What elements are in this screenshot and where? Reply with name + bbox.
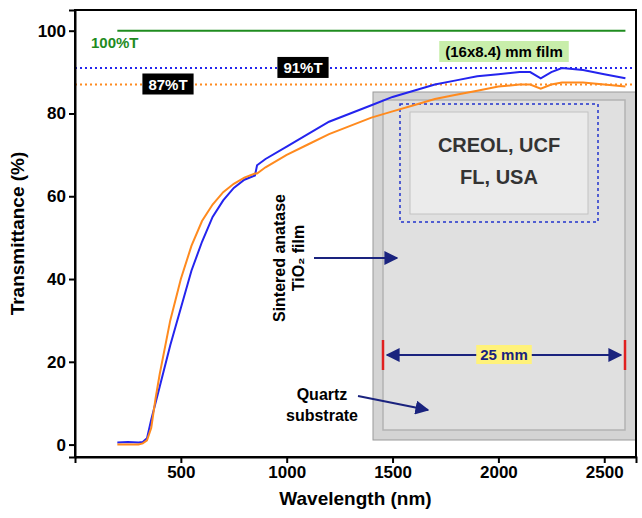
tick: 2500 [586,457,624,482]
inset-title: (16x8.4) mm film [445,43,563,60]
tick-label: 1000 [268,463,306,482]
scale-label-bg [476,345,532,364]
inset-photo [373,92,636,440]
reference-line [75,67,636,69]
tick-mark [69,196,75,198]
tio2-film [410,112,588,214]
tick-label: 60 [47,187,66,206]
chart-svg: CREOL, UCF FL, USA 25 mm (16x8.4) mm film Si… [0,0,642,518]
scale-end [624,340,627,370]
film-label-line: Sintered anatase [271,194,288,322]
tick-mark [69,113,75,115]
tick: 40 [47,270,75,289]
inset: CREOL, UCF FL, USA 25 mm (16x8.4) mm film [373,41,636,440]
tick: 500 [167,457,195,482]
tick: 1000 [268,457,306,482]
y-axis: 0 20 40 60 80 100 [38,11,76,458]
tick-label: 0 [57,436,66,455]
substrate-arrow [358,396,428,410]
scale-label: 25 mm [480,346,528,363]
inset-title-bg [439,41,569,62]
plot-area [75,31,636,445]
x-axis-title: Wavelength (nm) [279,488,431,509]
tick: 60 [47,187,75,206]
tick: 2000 [480,457,518,482]
tick-mark [69,444,75,446]
axis-line [76,458,637,464]
tick-mark [69,361,75,363]
reference-label: 87%T [148,76,187,93]
tick-label: 2500 [586,463,624,482]
quartz-substrate [383,100,625,430]
axis-line [69,11,76,458]
tick-label: 500 [167,463,195,482]
substrate-label-line: substrate [286,407,358,424]
x-axis: 500 1000 1500 2000 2500 [76,457,637,482]
tick: 100 [38,22,75,41]
tick: 80 [47,104,75,123]
scale-end [382,340,385,370]
film-label: Sintered anataseTiO₂ film [271,194,307,322]
tick-label: 1500 [374,463,412,482]
reference-label: 91%T [283,59,322,76]
series-label: 100%T [91,34,139,51]
film-text: FL, USA [460,166,538,188]
tick-label: 100 [38,22,66,41]
series-line [117,82,625,444]
tick-label: 80 [47,104,66,123]
plot-frame [75,10,636,457]
tick: 20 [47,353,75,372]
substrate-label: Quartz substrate [286,386,358,424]
tick-label: 40 [47,270,66,289]
tick: 0 [57,436,75,455]
chart-container: CREOL, UCF FL, USA 25 mm (16x8.4) mm film Si… [0,0,642,518]
tick-label: 20 [47,353,66,372]
tick-mark [69,30,75,32]
reference-label-bg [277,57,328,78]
film-label-line: TiO₂ film [290,225,307,291]
reference-label-bg [142,74,193,95]
tick-label: 2000 [480,463,518,482]
film-arrow [314,257,397,259]
substrate-label-line: Quartz [297,386,348,403]
tick-mark [69,279,75,281]
film-text: CREOL, UCF [438,134,560,156]
series-line [117,30,625,32]
y-axis-title: Transmittance (%) [7,152,28,316]
film-outline [400,104,598,222]
tick: 1500 [374,457,412,482]
series-line [117,68,625,443]
